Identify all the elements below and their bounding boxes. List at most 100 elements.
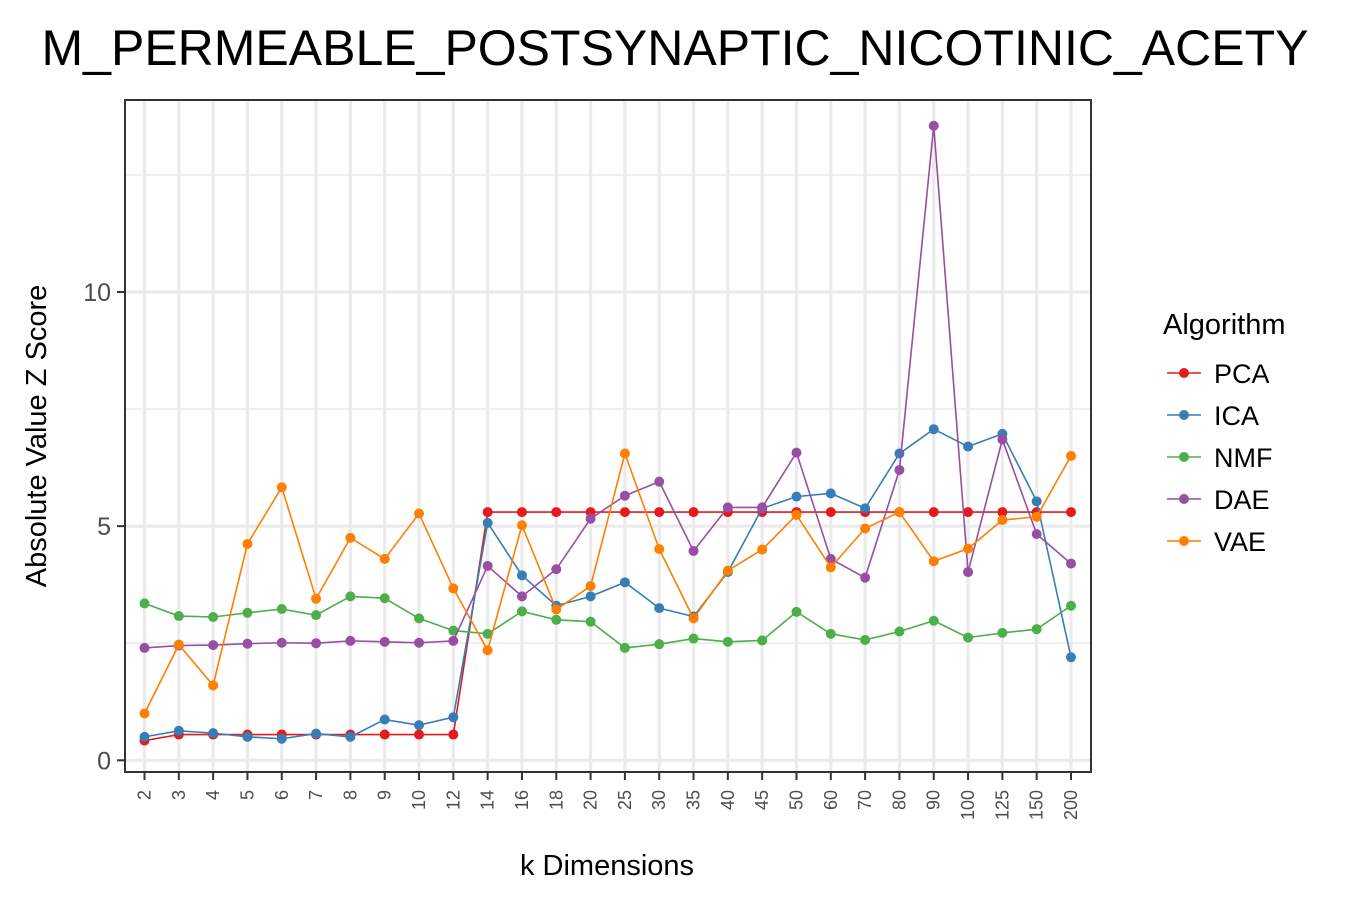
x-tick-label: 125 [992, 790, 1012, 820]
data-point-nmf [997, 627, 1008, 638]
data-point-ica [311, 728, 322, 739]
x-tick-label: 10 [409, 790, 429, 810]
data-point-nmf [311, 610, 322, 621]
grid [125, 100, 1091, 772]
data-point-pca [482, 507, 493, 518]
legend-key-point-vae [1179, 536, 1189, 546]
legend-label-dae: DAE [1214, 485, 1270, 515]
legend-title: Algorithm [1163, 309, 1286, 341]
data-point-nmf [482, 628, 493, 639]
data-point-vae [654, 544, 665, 555]
legend-key-point-pca [1179, 368, 1189, 378]
data-point-vae [139, 708, 150, 719]
data-point-dae [276, 637, 287, 648]
data-point-dae [860, 572, 871, 583]
data-point-pca [379, 729, 390, 740]
data-point-nmf [345, 591, 356, 602]
data-point-nmf [688, 633, 699, 644]
data-point-vae [722, 565, 733, 576]
data-point-vae [894, 507, 905, 518]
x-tick-label: 70 [855, 790, 875, 810]
data-point-dae [551, 564, 562, 575]
data-point-vae [860, 523, 871, 534]
x-tick-label: 90 [924, 790, 944, 810]
data-point-dae [1066, 558, 1076, 569]
data-point-vae [963, 543, 974, 554]
data-point-nmf [1031, 624, 1042, 635]
data-point-nmf [928, 615, 939, 626]
data-point-nmf [722, 636, 733, 647]
data-point-vae [208, 680, 219, 691]
plot-background [125, 100, 1091, 772]
data-point-vae [688, 613, 699, 624]
data-point-dae [379, 636, 390, 647]
data-point-ica [791, 491, 802, 502]
data-point-vae [448, 583, 459, 594]
data-point-ica [448, 712, 459, 723]
data-point-vae [1031, 511, 1042, 522]
data-point-dae [722, 502, 733, 513]
data-point-vae [276, 482, 287, 493]
data-point-vae [345, 532, 356, 543]
data-point-pca [1066, 507, 1076, 518]
data-point-ica [963, 441, 974, 452]
data-point-vae [482, 645, 493, 656]
data-point-ica [173, 725, 184, 736]
data-point-nmf [139, 598, 150, 609]
data-point-ica [619, 577, 630, 588]
data-point-ica [928, 424, 939, 435]
data-point-dae [997, 434, 1008, 445]
data-point-pca [414, 729, 425, 740]
x-tick-label: 200 [1061, 790, 1081, 820]
data-point-ica [276, 733, 287, 744]
x-tick-label: 2 [135, 790, 155, 800]
data-point-dae [208, 640, 219, 651]
series-line-nmf [144, 595, 1072, 649]
data-point-vae [928, 556, 939, 567]
data-point-vae [997, 515, 1008, 526]
x-tick-label: 35 [684, 790, 704, 810]
y-axis-label: Absolute Value Z Score [21, 285, 53, 588]
legend-label-nmf: NMF [1214, 443, 1272, 473]
data-point-nmf [963, 632, 974, 643]
data-point-dae [585, 513, 596, 524]
legend-key-point-dae [1179, 494, 1189, 504]
data-point-nmf [379, 593, 390, 604]
x-axis-label: k Dimensions [520, 850, 694, 882]
data-point-pca [551, 507, 562, 518]
x-tick-label: 100 [958, 790, 978, 820]
data-point-vae [619, 448, 630, 459]
y-tick-label: 10 [83, 279, 111, 307]
data-point-nmf [551, 614, 562, 625]
series-line-pca [144, 511, 1071, 742]
y-tick-label: 0 [97, 747, 111, 775]
data-point-nmf [757, 635, 768, 646]
data-point-dae [654, 476, 665, 487]
data-point-nmf [654, 639, 665, 650]
data-point-nmf [619, 642, 630, 653]
x-tick-label: 30 [649, 790, 669, 810]
data-point-pca [619, 507, 630, 518]
data-point-ica [345, 731, 356, 742]
data-point-dae [414, 637, 425, 648]
data-point-dae [791, 447, 802, 458]
x-tick-label: 6 [272, 790, 292, 800]
data-point-ica [1066, 652, 1076, 663]
x-tick-label: 60 [821, 790, 841, 810]
data-point-dae [757, 502, 768, 513]
plot-panel-border [124, 99, 1092, 773]
data-point-dae [963, 567, 974, 578]
x-tick-label: 14 [478, 790, 498, 810]
data-point-dae [825, 553, 836, 564]
data-point-dae [516, 591, 527, 602]
x-tick-label: 80 [889, 790, 909, 810]
x-tick-label: 18 [546, 790, 566, 810]
data-point-nmf [894, 626, 905, 637]
data-point-vae [242, 538, 253, 549]
x-tick-label: 3 [169, 790, 189, 800]
data-point-dae [1031, 529, 1042, 540]
legend-key-point-ica [1179, 410, 1189, 420]
x-tick-label: 7 [306, 790, 326, 800]
x-tick-label: 16 [512, 790, 532, 810]
x-tick-label: 45 [752, 790, 772, 810]
